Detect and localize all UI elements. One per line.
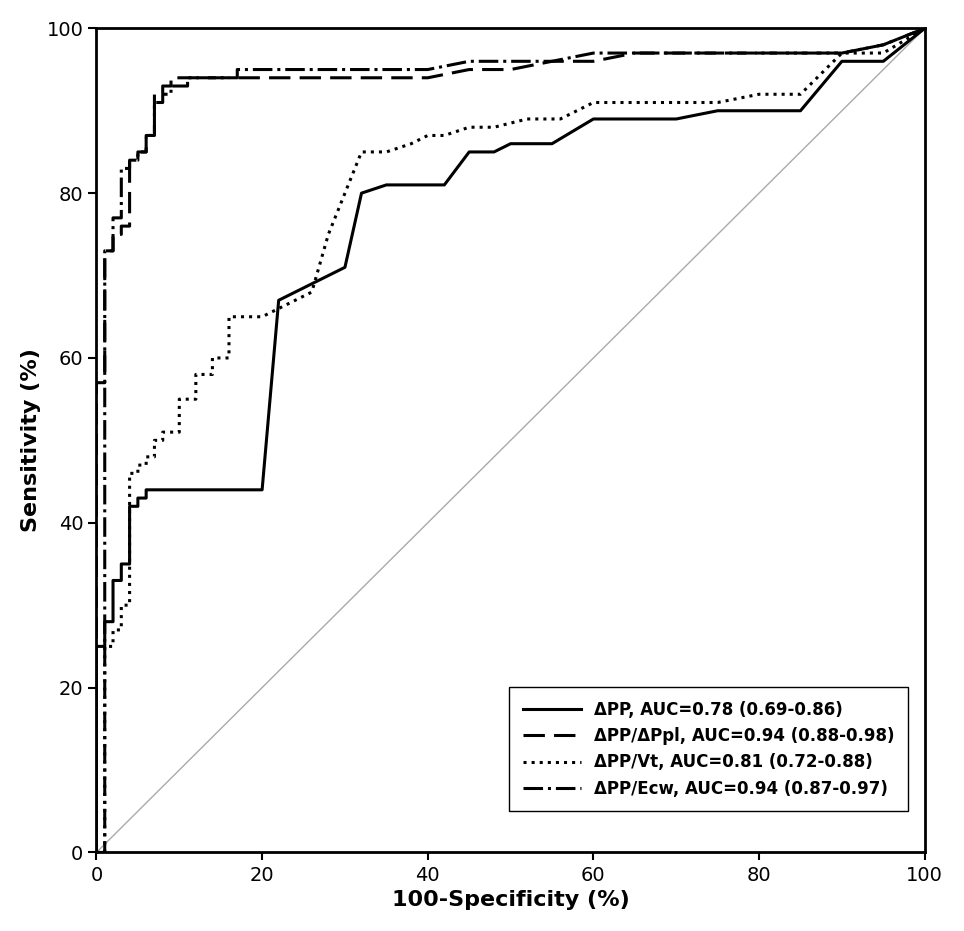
X-axis label: 100-Specificity (%): 100-Specificity (%) (391, 890, 629, 911)
Legend: ΔPP, AUC=0.78 (0.69-0.86), ΔPP/ΔPpl, AUC=0.94 (0.88-0.98), ΔPP/Vt, AUC=0.81 (0.7: ΔPP, AUC=0.78 (0.69-0.86), ΔPP/ΔPpl, AUC… (509, 687, 908, 811)
Y-axis label: Sensitivity (%): Sensitivity (%) (21, 348, 40, 533)
